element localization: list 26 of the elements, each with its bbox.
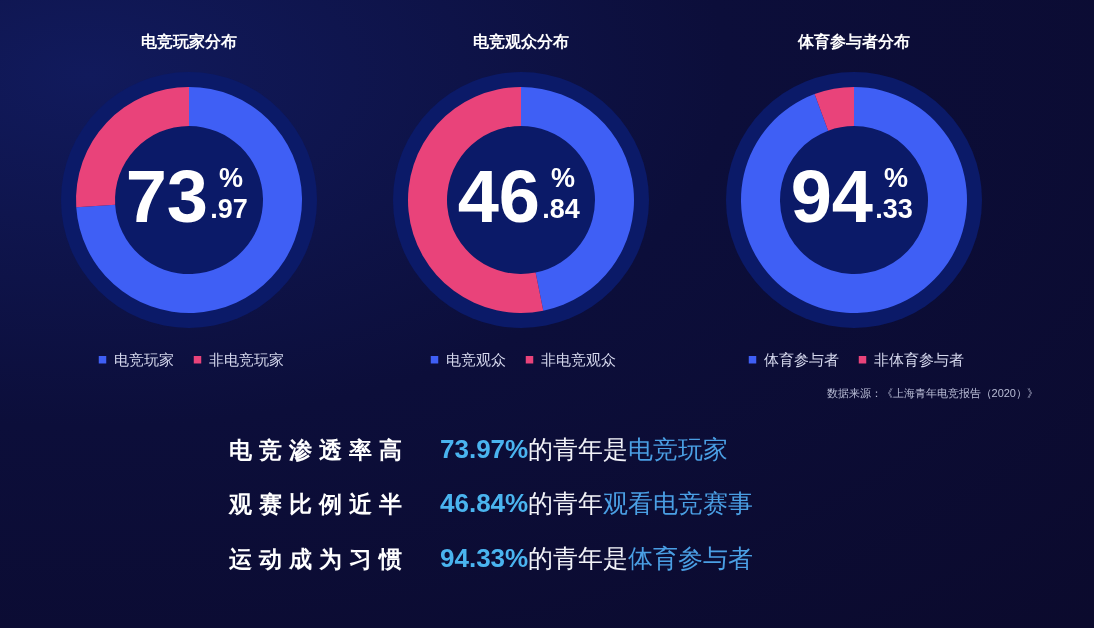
legend-label: 体育参与者 <box>763 350 839 368</box>
donut-slice <box>408 87 544 313</box>
text: 体育参与者 <box>628 543 754 574</box>
text: 电竞渗透率高 <box>229 436 410 465</box>
text: 的青年是 <box>528 434 629 465</box>
legend-label: 非电竞玩家 <box>208 350 284 368</box>
chart-title: 电竞观众分布 <box>473 33 569 50</box>
text: 的青年是 <box>528 543 629 574</box>
text: 的青年 <box>528 488 604 519</box>
legend-label: 非电竞观众 <box>541 350 616 368</box>
chart-title: 体育参与者分布 <box>796 32 910 50</box>
text: 观看电竞赛事 <box>603 488 754 519</box>
legend-label: 电竞玩家 <box>113 350 174 368</box>
chart-title: 电竞玩家分布 <box>140 32 237 50</box>
text: 46.84% <box>440 487 529 519</box>
legend-label: 非体育参与者 <box>873 350 964 368</box>
source-note: 数据来源：《上海青年电竞报告（2020）》 <box>826 386 1038 400</box>
legend-label: 电竞观众 <box>446 350 506 368</box>
donut-slice <box>814 87 854 131</box>
donut-slice <box>75 87 302 313</box>
text: 观赛比例近半 <box>229 490 410 519</box>
text: 运动成为习惯 <box>229 545 410 574</box>
text: 电竞玩家 <box>628 434 729 465</box>
text: 73.97% <box>440 433 529 465</box>
donut-slice <box>740 87 967 313</box>
text: 94.33% <box>440 542 529 574</box>
